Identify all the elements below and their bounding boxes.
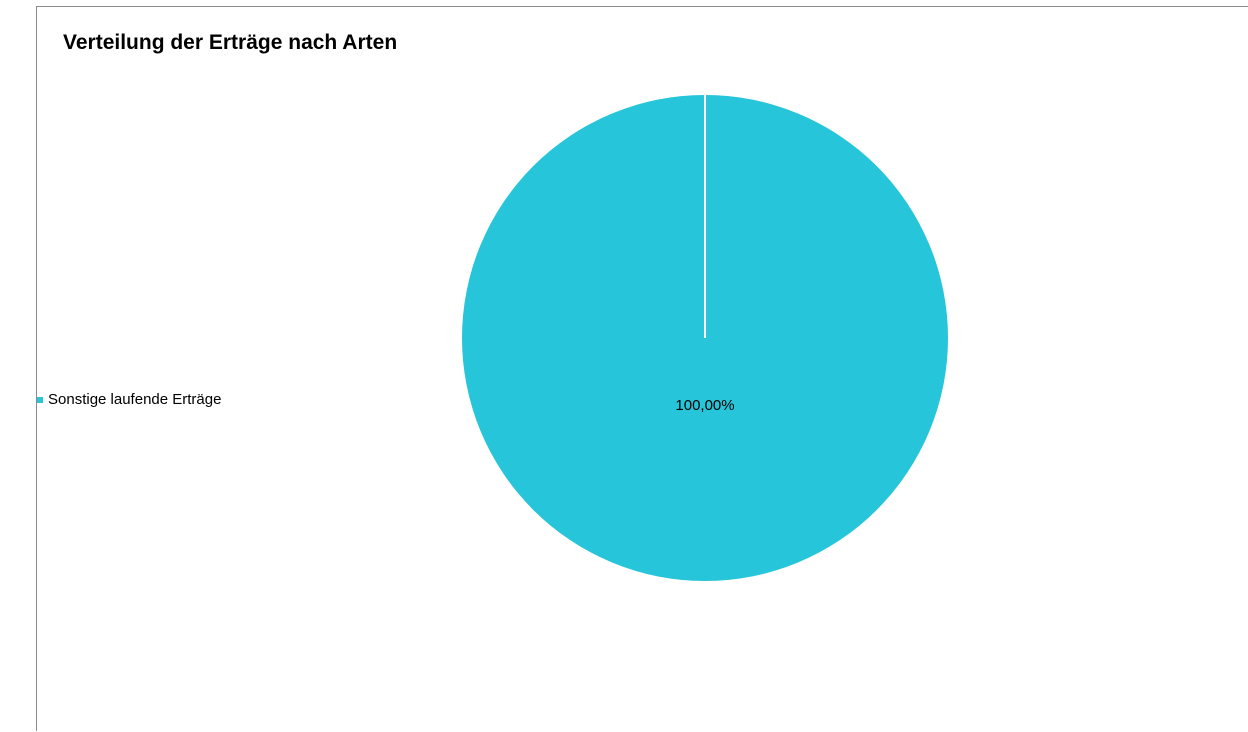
legend-label: Sonstige laufende Erträge xyxy=(48,391,222,408)
chart-title: Verteilung der Erträge nach Arten xyxy=(63,31,398,54)
pie-slices xyxy=(462,95,948,581)
legend-swatch xyxy=(37,396,43,403)
pie-data-label: 100,00% xyxy=(675,397,734,414)
chart-frame: Verteilung der Erträge nach Arten Sonsti… xyxy=(36,6,1248,731)
pie-chart: 100,00% xyxy=(462,95,948,581)
pie-data-labels: 100,00% xyxy=(675,397,734,414)
legend: Sonstige laufende Erträge xyxy=(37,391,221,408)
